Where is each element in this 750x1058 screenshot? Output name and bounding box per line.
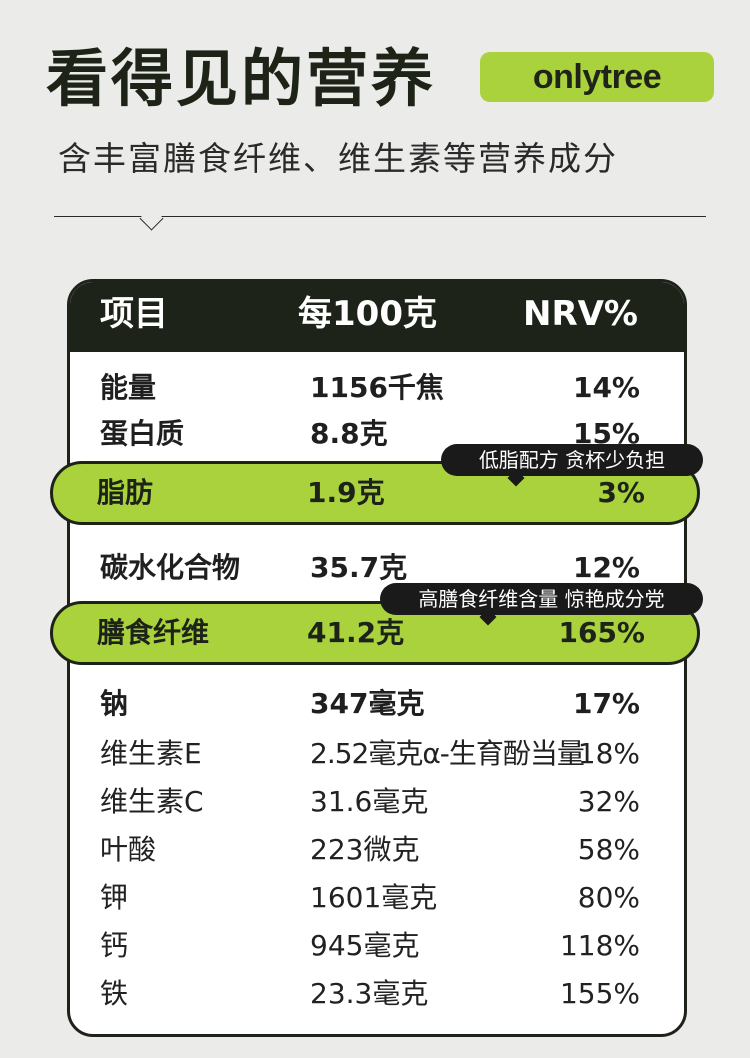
divider-notch [139, 206, 164, 231]
table-row: 钠 347毫克 17% [70, 684, 684, 724]
highlight-row-fat: 脂肪 1.9克 3% [50, 461, 700, 525]
row-item: 维生素E [100, 737, 202, 770]
table-row: 钾 1601毫克 80% [70, 878, 684, 918]
table-row: 钙 945毫克 118% [70, 926, 684, 966]
table-row: 维生素C 31.6毫克 32% [70, 782, 684, 822]
table-header: 项目 每100克 NRV% [70, 282, 684, 352]
row-item: 膳食纤维 [97, 616, 210, 649]
row-nrv: 155% [559, 977, 640, 1010]
row-nrv: 18% [577, 737, 640, 770]
row-amount: 223微克 [310, 833, 420, 866]
row-nrv: 12% [572, 551, 640, 584]
row-amount: 31.6毫克 [310, 785, 429, 818]
divider-line [54, 216, 706, 217]
header-per-100g: 每100克 [298, 294, 437, 334]
callout-fat: 低脂配方 贪杯少负担 [441, 444, 703, 476]
row-amount: 8.8克 [310, 417, 388, 450]
brand-logo: onlytree [480, 52, 714, 102]
row-amount: 945毫克 [310, 929, 420, 962]
row-item: 钾 [100, 881, 129, 914]
row-amount: 1156千焦 [310, 371, 444, 404]
row-amount: 1601毫克 [310, 881, 438, 914]
table-row: 铁 23.3毫克 155% [70, 974, 684, 1014]
row-nrv: 165% [558, 616, 645, 649]
row-amount: 347毫克 [310, 687, 425, 720]
row-item: 能量 [100, 371, 157, 404]
table-row: 蛋白质 8.8克 15% [70, 414, 684, 454]
row-item: 维生素C [100, 785, 204, 818]
row-amount: 23.3毫克 [310, 977, 429, 1010]
row-nrv: 80% [577, 881, 640, 914]
row-nrv: 118% [559, 929, 640, 962]
header-nrv: NRV% [522, 294, 638, 334]
row-item: 蛋白质 [100, 417, 185, 450]
row-item: 叶酸 [100, 833, 157, 866]
row-amount: 35.7克 [310, 551, 408, 584]
row-amount: 41.2克 [307, 616, 405, 649]
row-item: 铁 [100, 977, 129, 1010]
header-item: 项目 [100, 294, 168, 334]
table-row: 碳水化合物 35.7克 12% [70, 548, 684, 588]
row-nrv: 3% [597, 476, 645, 509]
page-title: 看得见的营养 [46, 42, 437, 115]
row-nrv: 17% [572, 687, 640, 720]
row-nrv: 15% [572, 417, 640, 450]
row-nrv: 14% [572, 371, 640, 404]
row-item: 碳水化合物 [100, 551, 241, 584]
table-row: 叶酸 223微克 58% [70, 830, 684, 870]
row-amount: 1.9克 [307, 476, 385, 509]
row-item: 钙 [100, 929, 129, 962]
row-nrv: 58% [577, 833, 640, 866]
table-row: 维生素E 2.52毫克α-生育酚当量 18% [70, 734, 684, 774]
callout-fiber: 高膳食纤维含量 惊艳成分党 [380, 583, 703, 615]
row-amount: 2.52毫克α-生育酚当量 [310, 737, 585, 770]
row-item: 钠 [100, 687, 129, 720]
row-nrv: 32% [577, 785, 640, 818]
page-subtitle: 含丰富膳食纤维、维生素等营养成分 [58, 139, 618, 178]
row-item: 脂肪 [97, 476, 154, 509]
table-row: 能量 1156千焦 14% [70, 368, 684, 408]
